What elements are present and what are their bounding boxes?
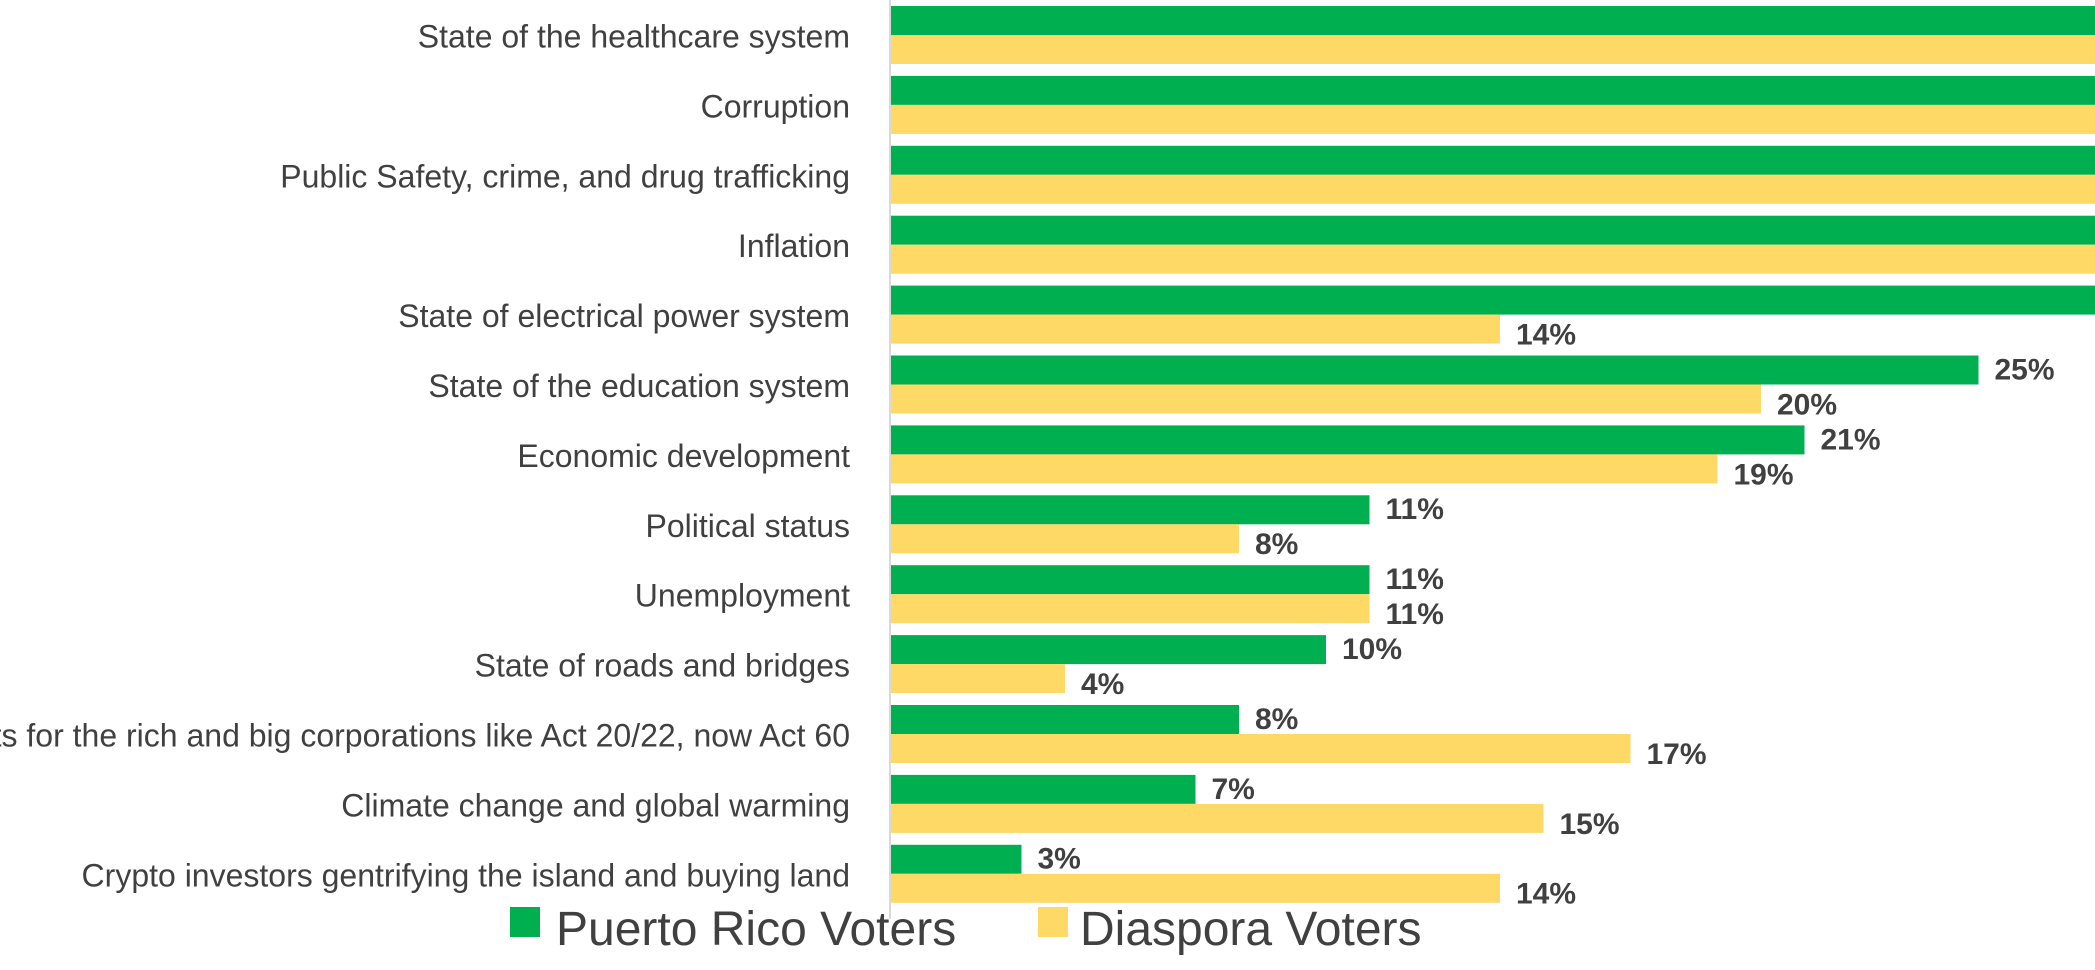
data-label: 15% <box>1560 808 1620 841</box>
category-label: State of roads and bridges <box>475 648 850 684</box>
bar-diaspora <box>891 104 2095 134</box>
bar-puerto-rico <box>891 75 2095 105</box>
legend-label-diaspora: Diaspora Voters <box>1080 903 1422 956</box>
data-label: 14% <box>1516 319 1576 352</box>
legend-label-puerto-rico: Puerto Rico Voters <box>556 903 956 956</box>
bar-puerto-rico <box>891 285 2095 315</box>
category-label: Inflation <box>738 228 850 264</box>
bar-puerto-rico <box>891 705 1239 734</box>
data-label: 11% <box>1386 563 1444 596</box>
data-label: 21% <box>1821 423 1881 456</box>
legend-swatch-puerto-rico <box>510 907 540 937</box>
data-label: 10% <box>1342 633 1402 666</box>
bar-diaspora <box>891 664 1065 694</box>
data-label: 8% <box>1255 703 1298 736</box>
data-label: 4% <box>1081 668 1124 701</box>
bar-diaspora <box>891 873 1500 903</box>
category-label: Tax benefits for the rich and big corpor… <box>0 717 850 753</box>
bar-puerto-rico <box>891 145 2095 175</box>
category-label: Economic development <box>517 438 850 474</box>
bar-puerto-rico <box>891 495 1370 525</box>
category-label: Corruption <box>701 88 850 124</box>
data-label: 20% <box>1777 388 1837 421</box>
category-label: State of electrical power system <box>398 298 850 334</box>
bars-layer <box>891 6 2095 903</box>
bar-diaspora <box>891 524 1239 554</box>
bar-puerto-rico <box>891 215 2095 245</box>
bar-diaspora <box>891 803 1544 833</box>
category-label: Political status <box>645 508 850 544</box>
data-label: 19% <box>1734 458 1794 491</box>
bar-puerto-rico <box>891 355 1979 385</box>
data-label: 11% <box>1386 598 1444 631</box>
data-label: 25% <box>1995 353 2055 386</box>
bar-diaspora <box>891 174 2095 204</box>
data-label: 7% <box>1212 773 1255 806</box>
bar-puerto-rico <box>891 844 1022 874</box>
category-label: Public Safety, crime, and drug trafficki… <box>280 158 850 194</box>
data-label: 3% <box>1038 843 1081 876</box>
bar-diaspora <box>891 314 1500 344</box>
category-label: Unemployment <box>635 578 850 614</box>
legend: Puerto Rico Voters Diaspora Voters <box>510 903 1422 956</box>
bar-diaspora <box>891 594 1370 624</box>
category-label: State of the education system <box>428 368 850 404</box>
category-label: State of the healthcare system <box>418 18 850 54</box>
data-label: 17% <box>1647 738 1707 771</box>
labels-layer: State of the healthcare system46%35%Corr… <box>0 18 2055 911</box>
bar-puerto-rico <box>891 425 1805 455</box>
data-label: 8% <box>1255 528 1298 561</box>
bar-diaspora <box>891 35 2095 64</box>
data-label: 11% <box>1386 493 1444 526</box>
legend-swatch-diaspora <box>1038 907 1068 937</box>
bar-puerto-rico <box>891 6 2095 35</box>
category-label: Crypto investors gentrifying the island … <box>82 857 850 893</box>
bar-diaspora <box>891 454 1718 484</box>
bar-diaspora <box>891 384 1761 414</box>
bar-puerto-rico <box>891 635 1326 665</box>
bar-diaspora <box>891 244 2095 274</box>
category-label: Climate change and global warming <box>341 787 850 823</box>
bar-diaspora <box>891 734 1631 763</box>
bar-puerto-rico <box>891 565 1370 595</box>
data-label: 14% <box>1516 878 1576 911</box>
bar-puerto-rico <box>891 774 1196 804</box>
